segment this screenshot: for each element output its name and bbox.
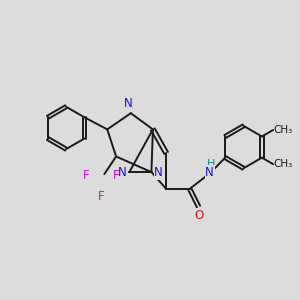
Text: N: N bbox=[124, 97, 133, 110]
Text: F: F bbox=[83, 169, 90, 182]
Text: H: H bbox=[207, 159, 215, 169]
Text: F: F bbox=[113, 169, 120, 182]
Text: H: H bbox=[124, 97, 133, 107]
Text: N: N bbox=[118, 166, 126, 179]
Text: F: F bbox=[98, 190, 105, 203]
Text: CH₃: CH₃ bbox=[274, 159, 293, 169]
Text: CH₃: CH₃ bbox=[274, 125, 293, 135]
Text: N: N bbox=[154, 166, 163, 179]
Text: N: N bbox=[205, 166, 214, 179]
Text: O: O bbox=[194, 209, 203, 222]
